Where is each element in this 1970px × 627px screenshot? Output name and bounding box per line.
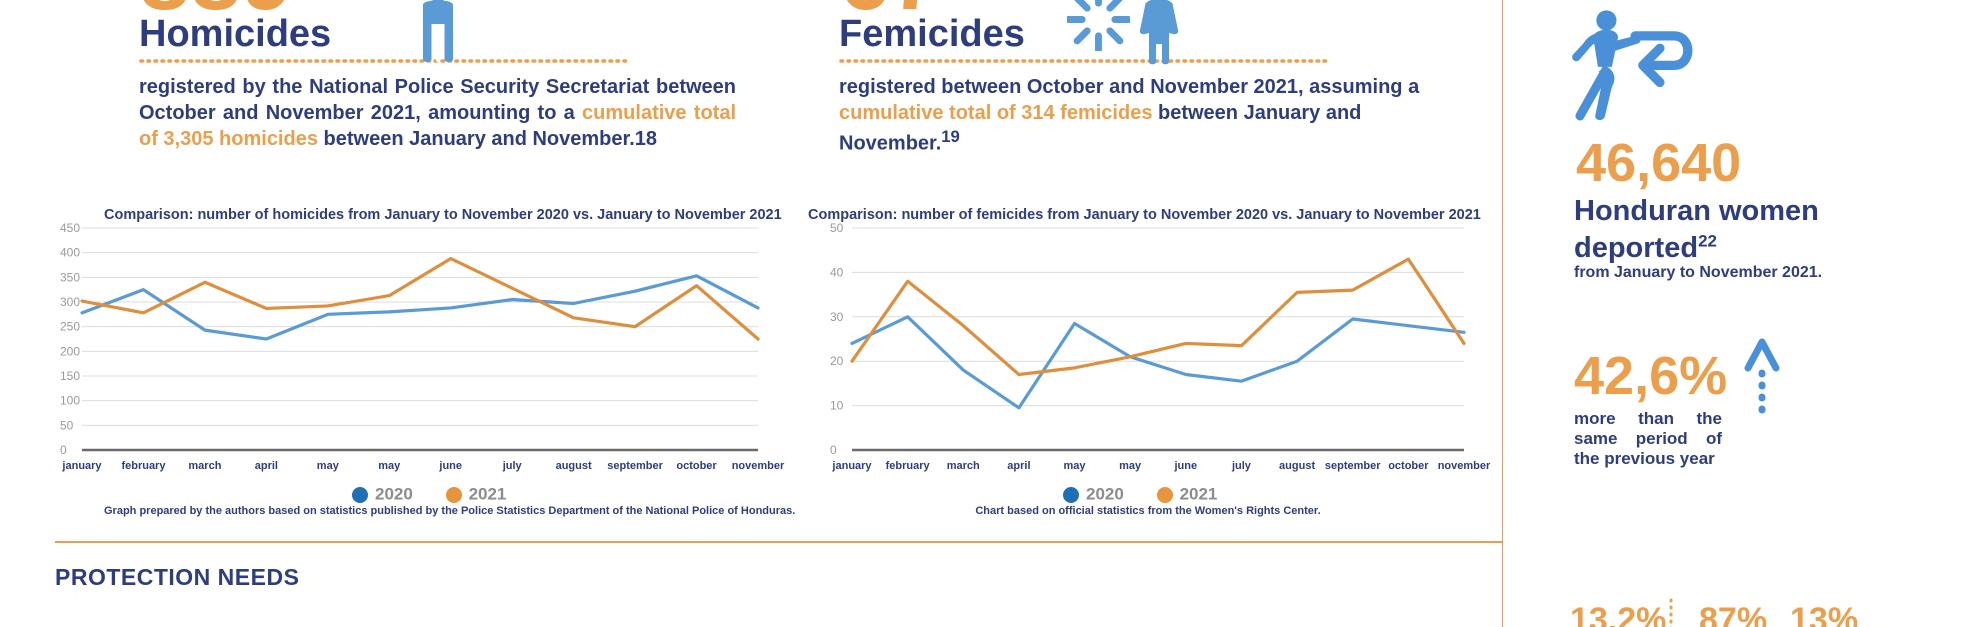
svg-text:450: 450: [60, 221, 80, 235]
svg-text:july: july: [502, 460, 523, 472]
svg-text:april: april: [255, 460, 278, 472]
svg-text:400: 400: [60, 246, 80, 260]
svg-text:200: 200: [60, 344, 80, 358]
svg-text:may: may: [317, 460, 340, 472]
svg-text:march: march: [188, 460, 221, 472]
svg-text:november: november: [1438, 460, 1491, 472]
svg-text:350: 350: [60, 270, 80, 284]
svg-text:june: june: [438, 460, 462, 472]
svg-text:february: february: [121, 460, 166, 472]
svg-text:september: september: [607, 460, 663, 472]
svg-text:may: may: [1064, 460, 1087, 472]
svg-text:july: july: [1231, 460, 1252, 472]
svg-text:january: january: [61, 460, 102, 472]
svg-text:50: 50: [60, 418, 74, 432]
svg-text:250: 250: [60, 320, 80, 334]
svg-text:april: april: [1007, 460, 1030, 472]
svg-text:300: 300: [60, 295, 80, 309]
svg-text:40: 40: [830, 265, 844, 279]
svg-text:50: 50: [830, 221, 844, 235]
svg-text:may: may: [378, 460, 401, 472]
svg-text:0: 0: [60, 443, 67, 457]
svg-text:october: october: [1388, 460, 1429, 472]
svg-text:september: september: [1325, 460, 1381, 472]
svg-text:10: 10: [830, 399, 844, 413]
svg-text:january: january: [831, 460, 872, 472]
svg-text:october: october: [676, 460, 717, 472]
svg-text:20: 20: [830, 354, 844, 368]
svg-text:0: 0: [830, 443, 837, 457]
svg-text:100: 100: [60, 394, 80, 408]
svg-text:30: 30: [830, 310, 844, 324]
svg-text:june: june: [1174, 460, 1198, 472]
svg-text:may: may: [1119, 460, 1142, 472]
svg-text:november: november: [732, 460, 785, 472]
svg-text:150: 150: [60, 369, 80, 383]
svg-text:february: february: [886, 460, 931, 472]
svg-text:august: august: [556, 460, 592, 472]
svg-text:march: march: [947, 460, 980, 472]
svg-text:august: august: [1279, 460, 1315, 472]
